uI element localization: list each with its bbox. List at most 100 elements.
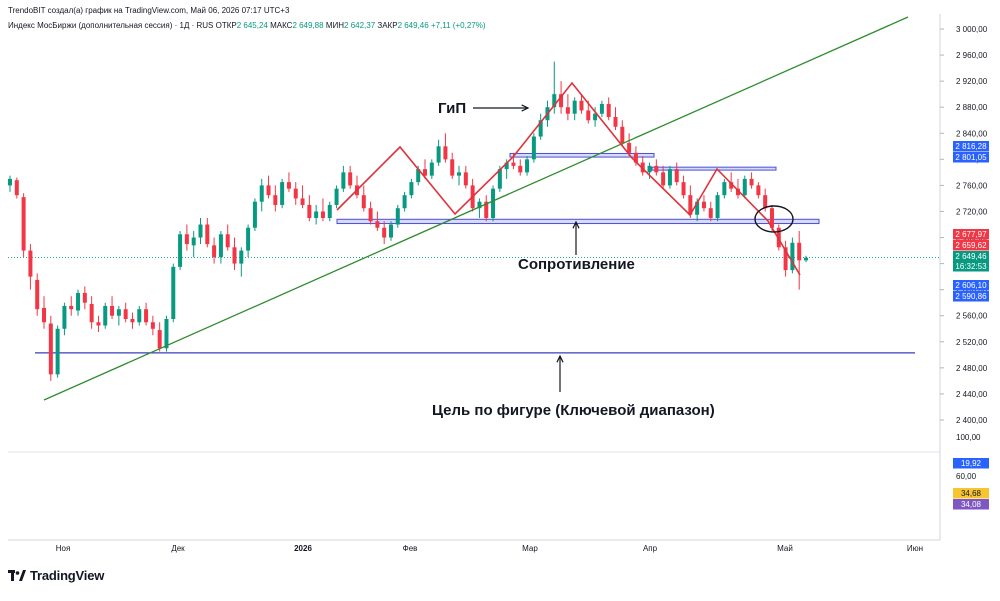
price-badge <box>953 458 989 469</box>
candle-body <box>565 107 570 114</box>
indicator-tick-label: 60,00 <box>956 472 977 481</box>
time-tick-label: Мар <box>522 544 538 553</box>
candle-body <box>552 94 557 108</box>
price-badge <box>953 280 989 291</box>
candle-body <box>511 162 516 166</box>
trendline <box>43 16 909 401</box>
candle-body <box>627 143 632 153</box>
price-tick-label: 2 560,00 <box>956 312 988 321</box>
price-badge-label: 2 590,86 <box>955 292 987 301</box>
candle-body <box>416 169 421 183</box>
candle-body <box>756 185 761 196</box>
header-ohlc: Индекс МосБиржи (дополнительная сессия) … <box>8 21 486 30</box>
candle-body <box>178 234 183 267</box>
candle-body <box>667 169 672 186</box>
candle-body <box>395 208 400 225</box>
candle-body <box>423 169 428 176</box>
price-badge <box>953 291 989 302</box>
price-badge <box>953 499 989 510</box>
open-label: ОТКР <box>215 21 237 30</box>
candle-body <box>130 318 135 323</box>
candle-body <box>198 224 203 238</box>
candle-body <box>477 201 482 209</box>
candle-body <box>695 201 700 215</box>
candle-body <box>599 103 604 114</box>
candle-body <box>307 204 312 218</box>
candle-body <box>103 305 108 326</box>
candle-body <box>239 250 244 264</box>
candle-body <box>55 328 60 375</box>
candle-body <box>715 195 720 218</box>
price-badge-label: 34,08 <box>961 500 982 509</box>
candle-body <box>361 195 366 209</box>
candle-body <box>225 234 230 248</box>
price-badge <box>953 251 989 262</box>
price-badge-label: 2 801,05 <box>955 153 987 162</box>
price-tick-label: 2 480,00 <box>956 364 988 373</box>
time-tick-label: 2026 <box>294 544 312 553</box>
high-label: МАКС <box>270 21 293 30</box>
candle-body <box>218 234 223 258</box>
price-badges: 2 816,28 2 801,05 2 677,97 2 659,62 2 649,46… <box>953 141 989 510</box>
price-tick-label: 2 880,00 <box>956 103 988 112</box>
upper-zone-1 <box>509 152 655 158</box>
candle-body <box>593 113 598 121</box>
drawings <box>43 16 909 401</box>
time-tick-label: Ноя <box>56 544 71 553</box>
time-tick-label: Дек <box>171 544 185 553</box>
candle-body <box>144 309 149 323</box>
price-badge <box>953 152 989 163</box>
candle-body <box>579 100 584 111</box>
candle-body <box>42 307 47 323</box>
candle-body <box>382 227 387 238</box>
tradingview-logo[interactable]: TradingView <box>8 568 104 583</box>
candle-body <box>388 224 393 238</box>
candle-body <box>62 305 67 329</box>
price-badge-label: 16:32:53 <box>955 262 987 271</box>
close-value: 2 649,46 <box>397 21 429 30</box>
candle-body <box>8 178 12 186</box>
open-value: 2 645,24 <box>236 21 268 30</box>
candle-body <box>661 172 666 186</box>
price-tick-label: 2 720,00 <box>956 207 988 216</box>
hns-arrow-head <box>521 104 530 112</box>
price-badge <box>953 229 989 240</box>
time-tick-label: Фев <box>403 544 418 553</box>
candle-body <box>28 250 33 277</box>
target-label: Цель по фигуре (Ключевой диапазон) <box>432 402 715 419</box>
candle-body <box>429 162 434 176</box>
resistance-label: Сопротивление <box>518 256 635 273</box>
candle-body <box>688 195 693 215</box>
candle-body <box>450 159 455 176</box>
candle-body <box>327 204 332 218</box>
candle-body <box>232 247 237 264</box>
candle-body <box>14 180 19 196</box>
candle-body <box>246 227 251 251</box>
candle-body <box>681 182 686 196</box>
candle-body <box>443 146 448 160</box>
low-value: 2 642,37 <box>344 21 376 30</box>
candle-body <box>48 323 53 375</box>
candle-body <box>341 172 346 189</box>
candle-body <box>300 198 305 205</box>
candle-body <box>804 257 808 261</box>
candle-body <box>722 182 727 196</box>
candle-body <box>110 305 115 316</box>
price-badge-label: 2 659,62 <box>955 241 987 250</box>
candle-body <box>531 136 536 160</box>
price-badge-label: 2 606,10 <box>955 281 987 290</box>
candle-body <box>776 227 781 248</box>
candle-body <box>116 309 121 316</box>
candle-body <box>613 116 618 127</box>
candle-body <box>436 146 441 163</box>
candle-body <box>783 247 788 271</box>
candle-body <box>82 292 87 303</box>
candle-body <box>620 126 625 144</box>
price-tick-label: 2 440,00 <box>956 390 988 399</box>
candle-body <box>402 195 407 209</box>
instrument-name[interactable]: Индекс МосБиржи (дополнительная сессия) … <box>8 21 214 30</box>
candle-body <box>375 221 380 228</box>
time-tick-label: Апр <box>643 544 658 553</box>
